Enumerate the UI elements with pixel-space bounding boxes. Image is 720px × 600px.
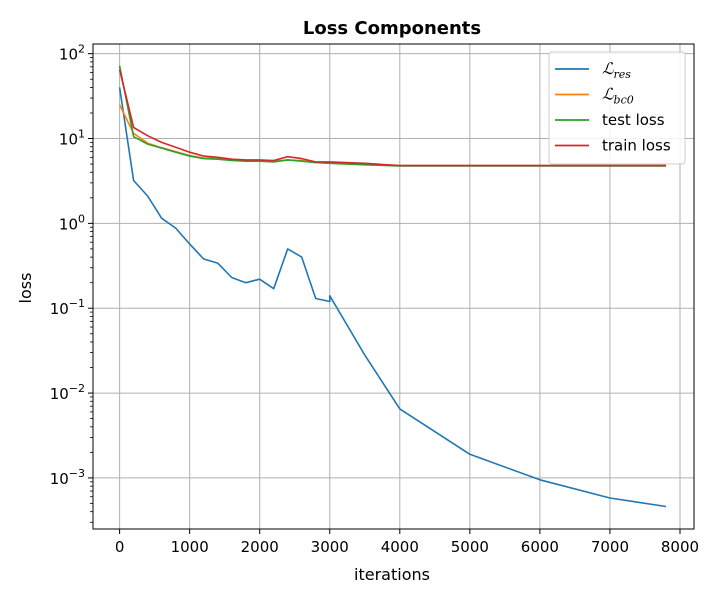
x-tick-label: 7000 [591, 538, 629, 556]
series-lines [118, 65, 667, 508]
axis-ticks: 0 1000 2000 3000 4000 5000 6000 7000 8000 10−3 10−… [50, 43, 699, 556]
y-tick-label: 100 [59, 212, 85, 233]
y-axis-label: loss [16, 273, 35, 304]
chart-title: Loss Components [303, 18, 481, 39]
legend-label: ℒres [602, 59, 631, 81]
legend-box [548, 51, 686, 165]
x-tick-label: 2000 [241, 538, 279, 556]
x-tick-label: 3000 [311, 538, 349, 556]
x-tick-label: 8000 [661, 538, 699, 556]
y-tick-label: 10−1 [50, 297, 85, 318]
y-tick-label: 10−3 [50, 467, 85, 488]
legend-label: ℒbc0 [602, 85, 634, 107]
y-tick-label: 102 [59, 43, 85, 64]
legend: ℒres ℒbc0 test loss train loss [548, 51, 686, 165]
x-tick-label: 6000 [521, 538, 559, 556]
x-tick-label: 4000 [381, 538, 419, 556]
plot-frame [92, 43, 695, 530]
y-tick-label: 101 [59, 128, 85, 149]
legend-label: test loss [602, 111, 665, 129]
y-tick-label: 10−2 [50, 382, 85, 403]
x-tick-label: 1000 [171, 538, 209, 556]
series-line-0 [118, 87, 667, 508]
x-tick-label: 5000 [451, 538, 489, 556]
series-line-3 [118, 69, 666, 167]
x-tick-label: 0 [115, 538, 125, 556]
x-axis-label: iterations [354, 565, 430, 584]
legend-label: train loss [602, 137, 671, 155]
